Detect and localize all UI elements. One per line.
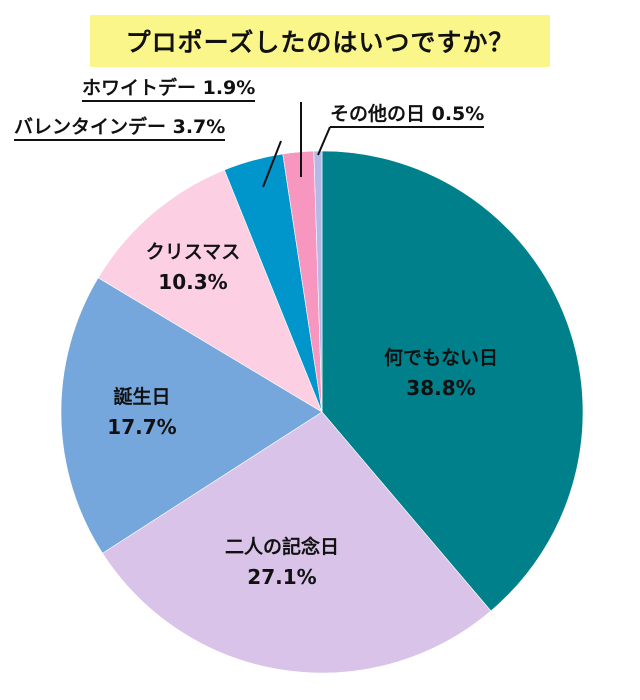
callout-valentines: バレンタインデー 3.7%	[14, 116, 226, 141]
pie-slice-anniversary	[102, 411, 492, 674]
slice-name: 誕生日	[113, 386, 171, 408]
slice-percent: 38.8%	[406, 376, 476, 400]
leader-line-valentines	[262, 140, 282, 188]
pie-slice-ordinary-day	[321, 150, 584, 612]
pie-slice-birthday	[60, 277, 323, 554]
slice-name: 二人の記念日	[224, 536, 340, 558]
callout-white-day: ホワイトデー 1.9%	[82, 77, 256, 102]
slice-percent: 27.1%	[247, 565, 317, 589]
pie-slice-christmas	[97, 169, 323, 413]
slice-percent: 10.3%	[158, 270, 228, 294]
slice-label-birthday: 誕生日 17.7%	[107, 382, 176, 442]
chart-title: プロポーズしたのはいつですか？	[125, 28, 515, 57]
slice-percent: 17.7%	[107, 415, 177, 439]
slice-label-anniversary: 二人の記念日 27.1%	[225, 532, 339, 592]
pie-slice-other	[313, 150, 323, 413]
chart-title-box: プロポーズしたのはいつですか？	[90, 15, 550, 67]
leader-line-other	[317, 126, 331, 156]
slice-name: 何でもない日	[383, 347, 499, 369]
slice-label-christmas: クリスマス 10.3%	[146, 237, 240, 297]
pie-slices	[60, 150, 584, 674]
slice-name: クリスマス	[145, 241, 241, 263]
slice-label-ordinary-day: 何でもない日 38.8%	[384, 343, 498, 403]
callout-other: その他の日 0.5%	[330, 103, 485, 128]
